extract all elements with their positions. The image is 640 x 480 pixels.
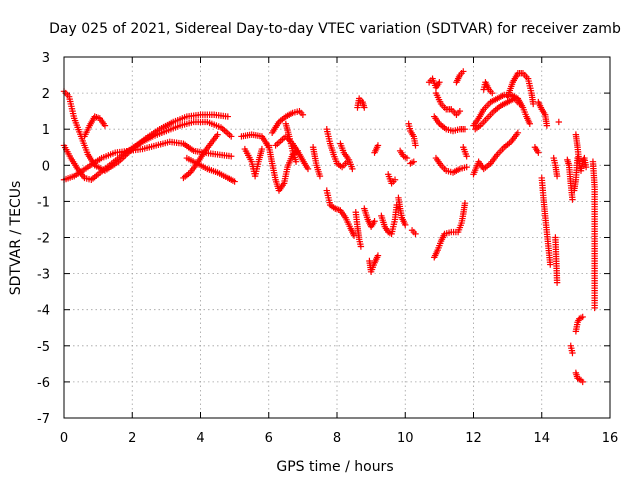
x-tick-label: 14 — [533, 431, 550, 446]
grid — [64, 57, 610, 418]
data-point — [391, 176, 399, 183]
data-point — [292, 158, 300, 165]
y-tick-label: 1 — [42, 123, 50, 138]
y-axis-label: SDTVAR / TECUs — [8, 181, 24, 296]
y-tick-labels: -7 -6 -5 -4 -3 -2 -1 0 1 2 3 — [37, 51, 50, 427]
y-tick-label: -1 — [37, 195, 50, 210]
data-point — [228, 133, 235, 140]
data-point — [547, 261, 554, 268]
data-point — [514, 129, 522, 137]
data-point — [304, 165, 312, 173]
y-tick-label: 2 — [42, 87, 50, 102]
data-point — [402, 221, 409, 229]
data-point — [461, 200, 469, 207]
plot-frame — [63, 56, 611, 419]
data-point — [361, 104, 368, 111]
data-point — [555, 118, 563, 126]
data-point — [463, 163, 470, 171]
y-tick-label: -2 — [37, 232, 50, 247]
x-axis-label: GPS time / hours — [276, 459, 393, 475]
data-point — [350, 232, 358, 239]
y-tick-label: -6 — [37, 376, 50, 391]
y-tick-label: 0 — [42, 159, 50, 174]
data-point — [543, 122, 551, 129]
data-point — [231, 178, 238, 185]
data-point — [374, 142, 382, 149]
data-point — [463, 153, 470, 160]
x-tick-label: 6 — [265, 431, 273, 446]
data-point — [258, 145, 266, 153]
data-point — [412, 230, 419, 238]
data-point — [553, 172, 561, 180]
data-point — [579, 313, 586, 321]
x-tick-label: 0 — [60, 431, 68, 446]
data-point — [403, 154, 411, 162]
y-tick-label: -7 — [37, 412, 50, 427]
data-point — [316, 172, 324, 180]
data-point — [579, 378, 586, 386]
data-point — [412, 142, 419, 149]
data-point — [101, 122, 109, 129]
x-tick-labels: 0 2 4 6 8 10 12 14 16 — [60, 431, 618, 446]
x-tick-label: 2 — [128, 431, 136, 446]
x-tick-label: 4 — [196, 431, 204, 446]
data-point — [371, 218, 378, 225]
y-tick-label: -4 — [37, 304, 50, 319]
data-points — [60, 68, 598, 386]
data-point — [461, 126, 469, 133]
data-point — [374, 252, 382, 259]
data-point — [582, 163, 590, 171]
x-tick-label: 10 — [397, 431, 414, 446]
data-point — [591, 304, 598, 312]
data-point — [228, 153, 235, 160]
data-point — [569, 196, 576, 203]
chart-title: Day 025 of 2021, Sidereal Day-to-day VTE… — [49, 21, 621, 37]
x-tick-label: 12 — [465, 431, 482, 446]
data-point — [489, 89, 496, 97]
y-tick-label: -5 — [37, 340, 50, 355]
data-point — [516, 100, 523, 108]
data-point — [214, 131, 221, 138]
data-point — [535, 149, 542, 156]
data-point — [526, 120, 534, 127]
data-point — [456, 107, 464, 115]
data-point — [410, 158, 417, 165]
data-point — [224, 113, 231, 120]
y-tick-label: -3 — [37, 268, 50, 283]
data-point — [299, 111, 307, 118]
data-point — [460, 68, 467, 75]
data-point — [553, 279, 561, 286]
data-point — [349, 165, 356, 173]
x-tick-label: 16 — [602, 431, 619, 446]
data-point — [569, 349, 576, 357]
data-point — [357, 243, 365, 250]
data-point — [436, 79, 443, 86]
y-tick-label: 3 — [42, 51, 50, 66]
data-point — [530, 100, 537, 108]
x-tick-label: 8 — [333, 431, 341, 446]
